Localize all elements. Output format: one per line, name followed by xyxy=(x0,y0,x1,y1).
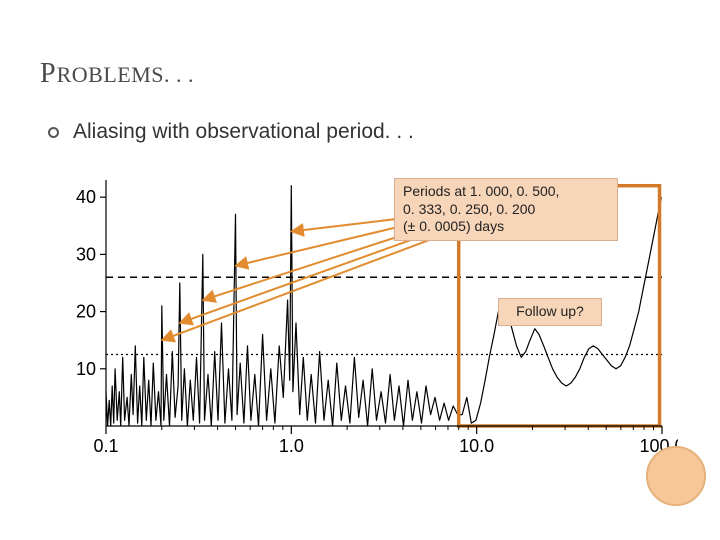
periods-line-2: 0. 333, 0. 250, 0. 200 xyxy=(403,201,609,219)
periods-annotation: Periods at 1. 000, 0. 500, 0. 333, 0. 25… xyxy=(394,178,618,241)
svg-text:0.1: 0.1 xyxy=(93,436,118,456)
title-first: P xyxy=(40,58,57,89)
bullet-row: Aliasing with observational period. . . xyxy=(48,120,414,144)
svg-text:1.0: 1.0 xyxy=(279,436,304,456)
svg-text:20: 20 xyxy=(76,302,96,322)
svg-text:40: 40 xyxy=(76,187,96,207)
periods-line-1: Periods at 1. 000, 0. 500, xyxy=(403,183,609,201)
title-rest: ROBLEMS xyxy=(57,62,164,87)
bullet-icon xyxy=(48,127,59,138)
followup-annotation: Follow up? xyxy=(498,298,602,326)
svg-text:10.0: 10.0 xyxy=(459,436,494,456)
title-dots: . . . xyxy=(164,62,194,87)
bullet-text: Aliasing with observational period. . . xyxy=(73,120,414,144)
slide-title: PROBLEMS. . . xyxy=(40,58,194,90)
slide-deco-circle xyxy=(646,446,706,506)
periods-line-3: (± 0. 0005) days xyxy=(403,218,609,236)
followup-text: Follow up? xyxy=(516,303,584,319)
svg-text:10: 10 xyxy=(76,359,96,379)
slide: PROBLEMS. . . Aliasing with observationa… xyxy=(0,0,720,540)
svg-text:30: 30 xyxy=(76,244,96,264)
chart-container: 102030400.11.010.0100.0 Periods at 1. 00… xyxy=(58,168,678,468)
